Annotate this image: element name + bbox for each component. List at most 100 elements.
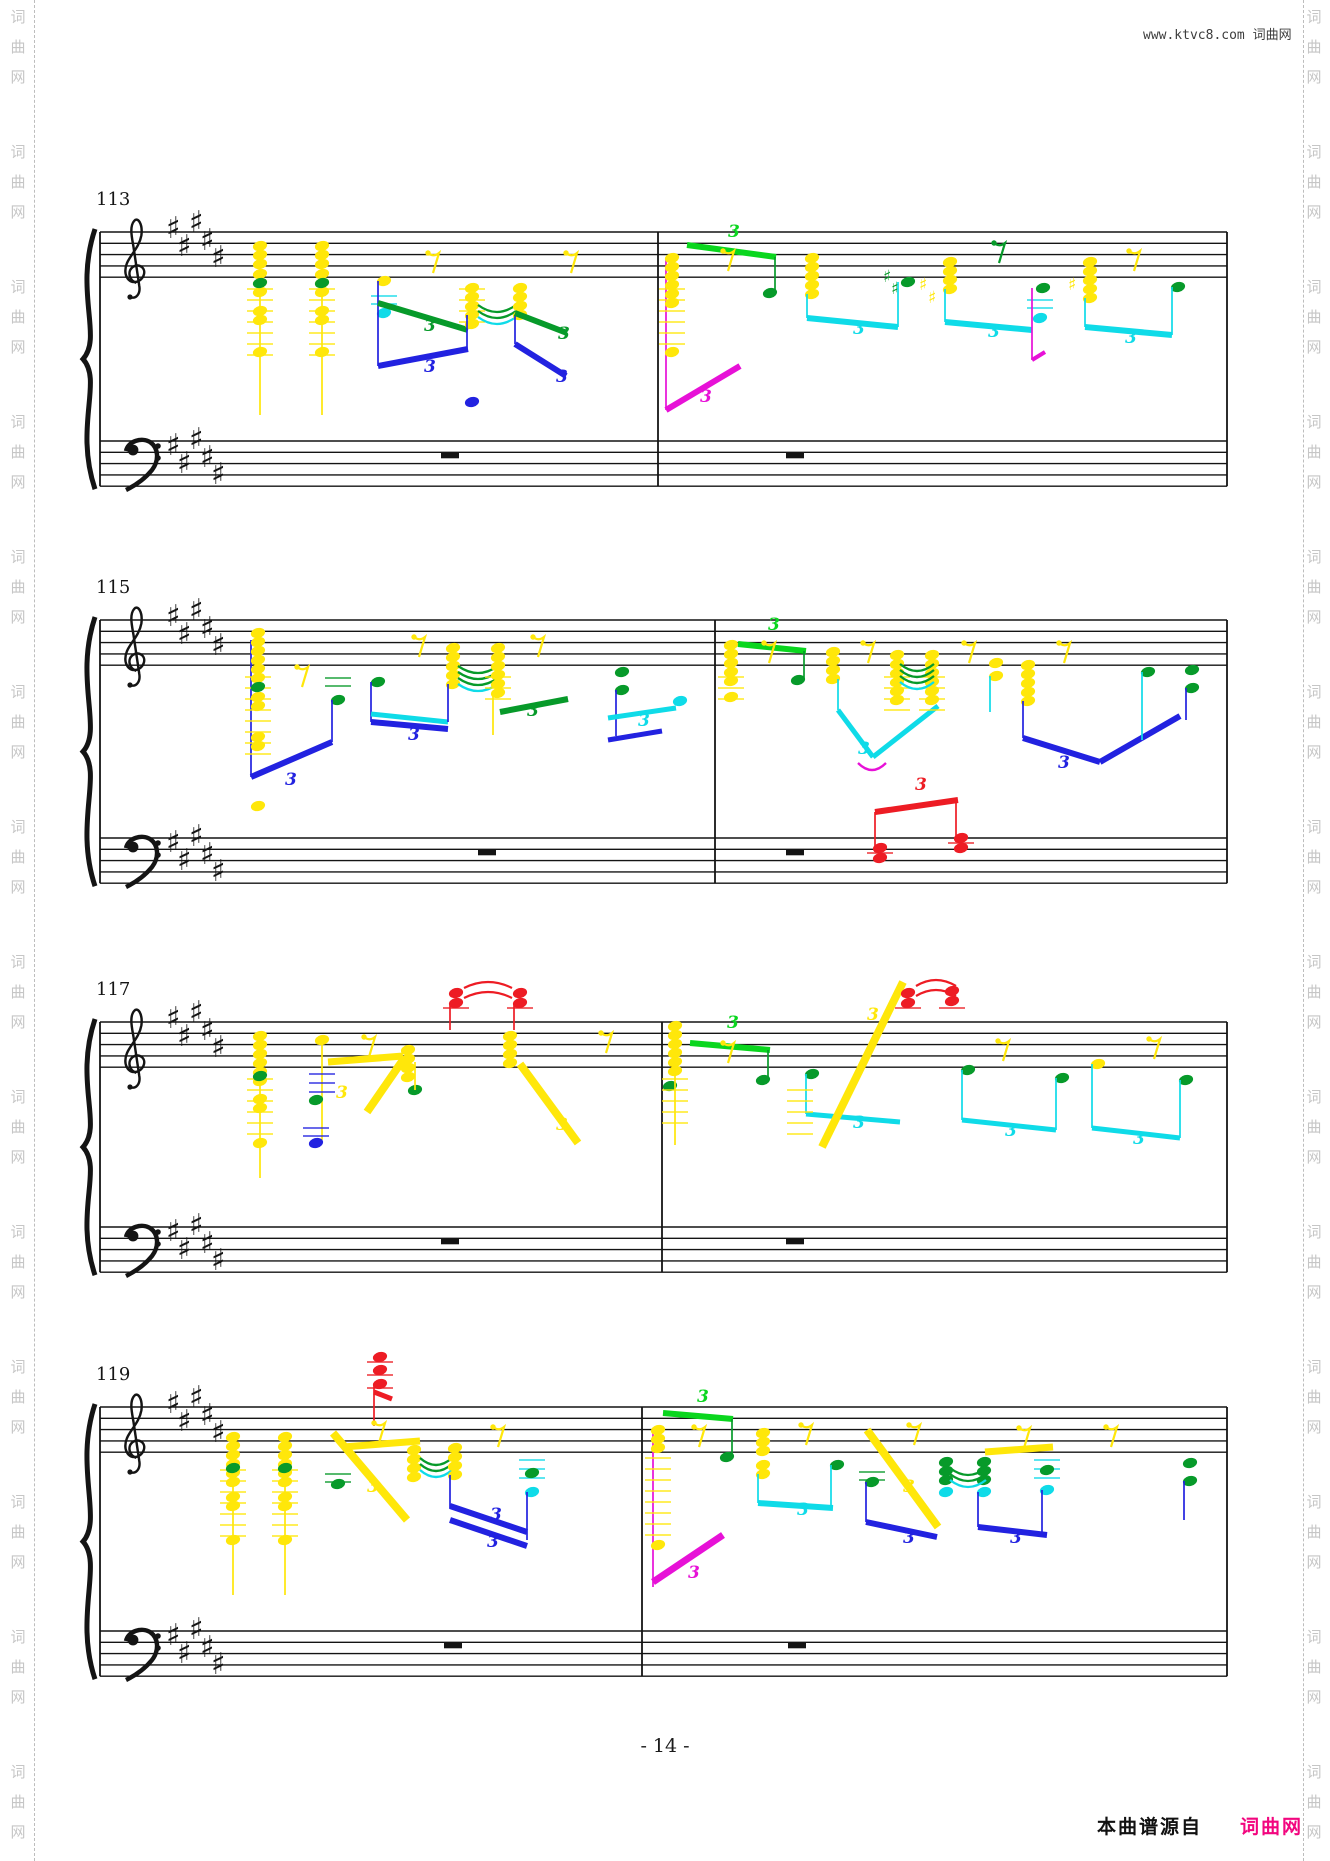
notehead [372, 1378, 388, 1390]
notehead [944, 995, 960, 1007]
whole-rest [441, 1238, 459, 1245]
accidental-sharp: ♯ [919, 275, 927, 295]
whole-rest [444, 1642, 462, 1649]
watermark-text: 词曲网 [10, 143, 26, 221]
whole-rest [788, 1642, 806, 1649]
notehead [900, 987, 916, 999]
notehead [252, 249, 268, 261]
beam [607, 728, 663, 743]
notehead [1140, 666, 1156, 678]
notehead [330, 1478, 346, 1490]
key-signature-sharp: ♯ [200, 1226, 215, 1261]
bass-clef-icon [123, 834, 160, 889]
triplet-number: 3 [688, 1563, 700, 1583]
notehead [502, 1048, 518, 1060]
watermark-text: 词曲网 [1306, 8, 1322, 86]
notehead [953, 842, 969, 854]
watermark-column-left: 词曲网词曲网词曲网词曲网词曲网词曲网词曲网词曲网词曲网词曲网词曲网词曲网词曲网词… [5, 2, 31, 1861]
notehead [938, 1474, 954, 1486]
notehead [490, 642, 506, 654]
key-signature-sharp: ♯ [166, 1214, 181, 1249]
beam [757, 1500, 834, 1511]
notehead [1082, 292, 1098, 304]
notehead [829, 1459, 845, 1471]
key-signature-sharp: ♯ [166, 1001, 181, 1036]
key-signature-sharp: ♯ [189, 1612, 204, 1647]
key-signature-sharp: ♯ [177, 1404, 192, 1439]
notehead [804, 279, 820, 291]
notehead [900, 276, 916, 288]
notehead [225, 1491, 241, 1503]
notehead [250, 672, 266, 684]
notehead [924, 667, 940, 679]
notehead [314, 268, 330, 280]
notehead [512, 300, 528, 312]
notehead [447, 1451, 463, 1463]
watermark-dash-right [1303, 0, 1304, 1861]
triplet-number: 3 [527, 701, 539, 721]
notehead [1090, 1058, 1106, 1070]
slur-arc [899, 669, 935, 679]
watermark-text: 词曲网 [1306, 1628, 1322, 1706]
notehead [448, 987, 464, 999]
notehead [1082, 283, 1098, 295]
measure-number: 119 [96, 1364, 130, 1385]
notehead [250, 691, 266, 703]
treble-clef-icon [124, 1008, 146, 1089]
notehead [225, 1449, 241, 1461]
whole-rest [441, 452, 459, 459]
notehead [900, 997, 916, 1009]
measure-number: 117 [96, 979, 130, 1000]
triplet-number: 3 [915, 775, 927, 795]
key-signature-sharp: ♯ [200, 611, 215, 646]
notehead [252, 314, 268, 326]
triplet-number: 3 [1125, 328, 1137, 348]
notehead [252, 240, 268, 252]
notehead [1182, 1457, 1198, 1469]
notehead [825, 646, 841, 658]
watermark-text: 词曲网 [10, 1223, 26, 1301]
key-signature-sharp: ♯ [177, 1232, 192, 1267]
beam [1084, 324, 1173, 338]
notehead [250, 645, 266, 657]
beam [805, 1111, 901, 1125]
notehead [502, 1039, 518, 1051]
beam [449, 1503, 528, 1535]
watermark-text: 词曲网 [10, 683, 26, 761]
notehead [314, 277, 330, 289]
notehead [942, 283, 958, 295]
notehead [719, 1451, 735, 1463]
notehead [277, 1491, 293, 1503]
beam [377, 300, 469, 333]
watermark-text: 词曲网 [10, 818, 26, 896]
notehead [225, 1431, 241, 1443]
whole-rest [478, 849, 496, 856]
notehead [664, 261, 680, 273]
triplet-number: 3 [1058, 753, 1070, 773]
notehead [447, 1460, 463, 1472]
key-signature-sharp: ♯ [211, 1415, 226, 1450]
notehead [1170, 281, 1186, 293]
notehead [889, 658, 905, 670]
notehead [1032, 312, 1048, 324]
measure-number: 113 [96, 189, 130, 210]
triplet-number: 3 [487, 1532, 499, 1552]
notehead [250, 740, 266, 752]
key-signature-sharp: ♯ [177, 843, 192, 878]
watermark-text: 词曲网 [1306, 953, 1322, 1031]
key-signature-sharp: ♯ [177, 1636, 192, 1671]
slur-arc [949, 1467, 987, 1477]
notehead [1082, 265, 1098, 277]
watermark-text: 词曲网 [10, 548, 26, 626]
notehead [804, 1068, 820, 1080]
watermark-text: 词曲网 [10, 278, 26, 356]
key-signature-sharp: ♯ [189, 422, 204, 457]
treble-clef-icon [127, 294, 133, 300]
beam [871, 704, 940, 759]
tie-arc [915, 978, 957, 987]
page-number: - 14 - [640, 1735, 690, 1757]
notehead [490, 678, 506, 690]
bass-clef-icon [123, 437, 160, 492]
beam [249, 739, 334, 780]
